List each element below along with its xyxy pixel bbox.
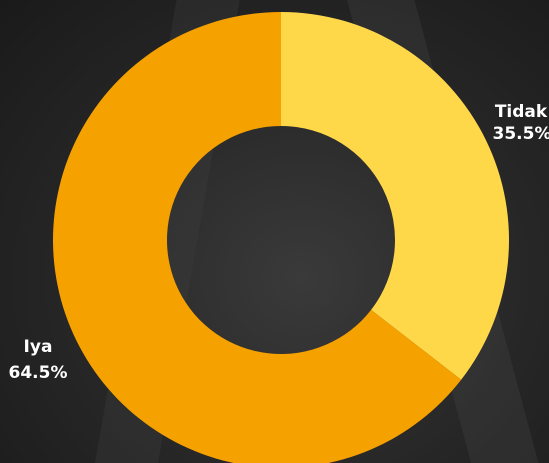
category-label: Iya <box>24 337 53 357</box>
donut-slice <box>53 12 462 463</box>
slices <box>53 12 509 463</box>
category-label: Tidak <box>495 102 548 122</box>
value-label: 35.5% <box>493 124 549 144</box>
value-label: 64.5% <box>9 363 68 383</box>
donut-slice <box>281 12 509 380</box>
